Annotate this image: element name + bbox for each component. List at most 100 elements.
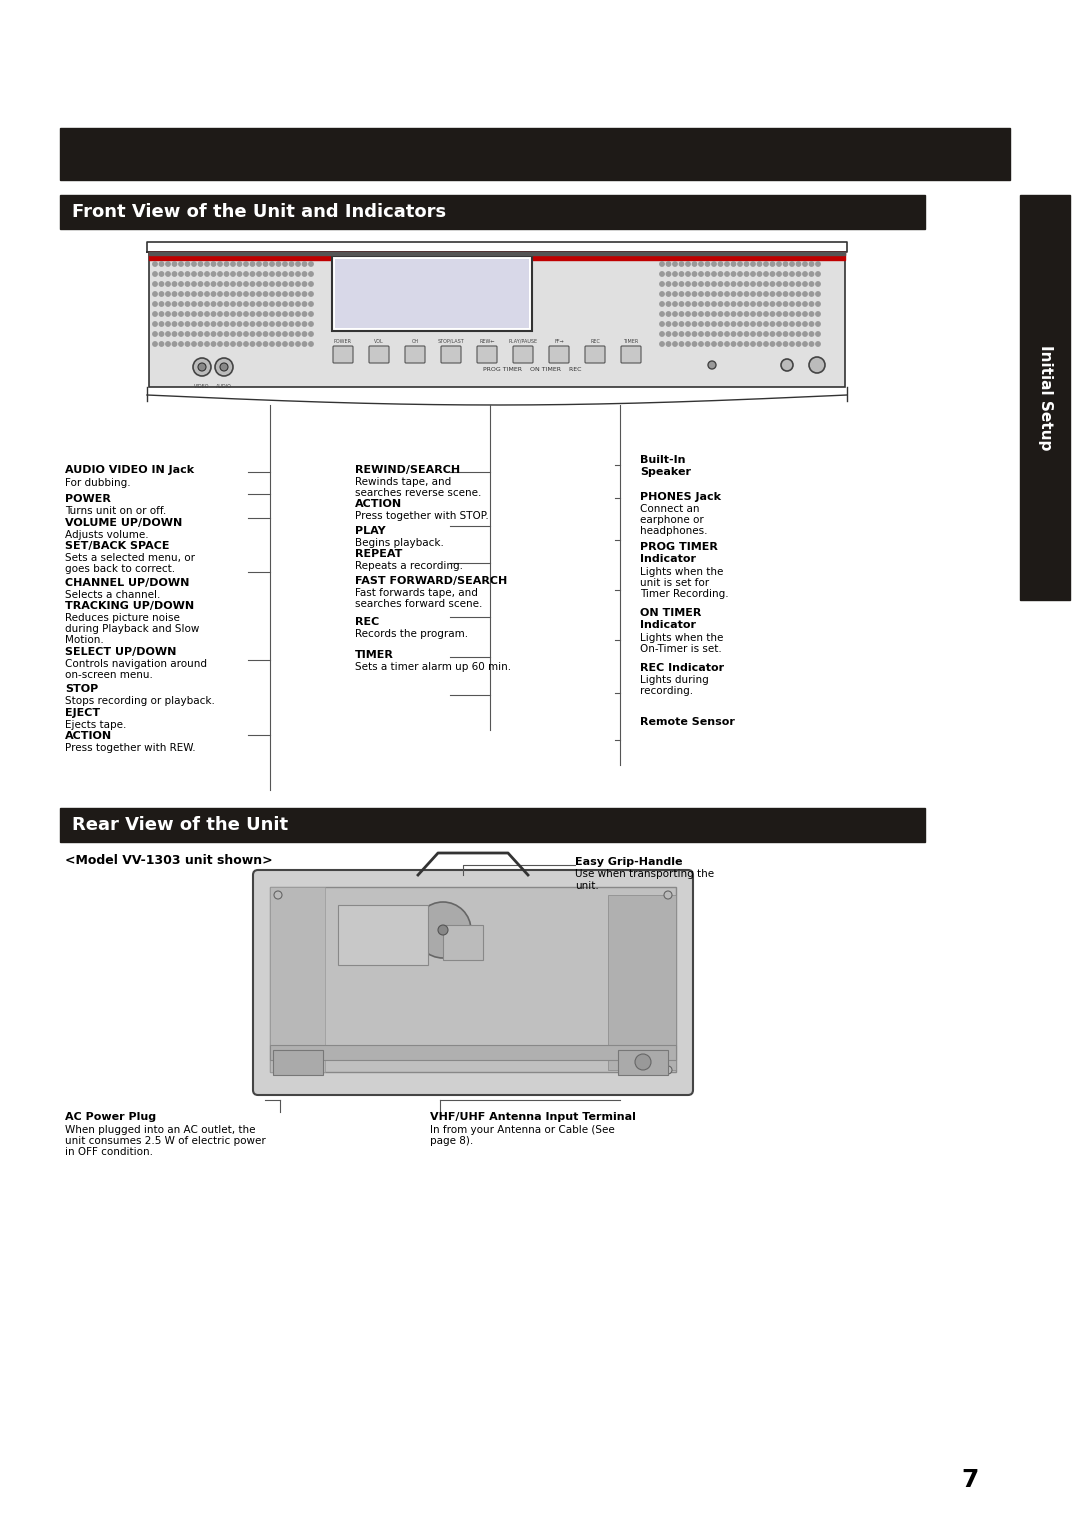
Text: VOL: VOL — [374, 339, 383, 344]
Circle shape — [738, 322, 742, 325]
Circle shape — [302, 261, 307, 266]
Circle shape — [699, 322, 703, 325]
Circle shape — [225, 332, 229, 336]
Circle shape — [238, 281, 242, 286]
Circle shape — [276, 292, 281, 296]
Circle shape — [296, 281, 300, 286]
Circle shape — [264, 332, 268, 336]
Text: Stops recording or playback.: Stops recording or playback. — [65, 695, 215, 706]
Text: TRACKING UP/DOWN: TRACKING UP/DOWN — [65, 601, 194, 611]
Text: Reduces picture noise: Reduces picture noise — [65, 613, 180, 623]
Circle shape — [296, 312, 300, 316]
Circle shape — [802, 322, 807, 325]
Circle shape — [264, 261, 268, 266]
Circle shape — [770, 342, 774, 347]
Circle shape — [192, 312, 197, 316]
Circle shape — [270, 342, 274, 347]
Circle shape — [238, 272, 242, 277]
Text: Selects a channel.: Selects a channel. — [65, 590, 160, 601]
Text: PLAY/PAUSE: PLAY/PAUSE — [509, 339, 538, 344]
Text: EJECT: EJECT — [65, 707, 100, 718]
Text: REC: REC — [355, 617, 379, 626]
Circle shape — [757, 272, 761, 277]
Circle shape — [198, 364, 206, 371]
Circle shape — [415, 902, 471, 958]
Text: VOLUME UP/DOWN: VOLUME UP/DOWN — [65, 518, 183, 529]
Text: SET/BACK SPACE: SET/BACK SPACE — [65, 541, 170, 552]
Circle shape — [679, 322, 684, 325]
Circle shape — [218, 303, 222, 306]
Circle shape — [673, 281, 677, 286]
Circle shape — [218, 322, 222, 325]
Text: Remote Sensor: Remote Sensor — [640, 717, 734, 727]
Circle shape — [166, 322, 171, 325]
Circle shape — [666, 272, 671, 277]
Circle shape — [173, 281, 177, 286]
Circle shape — [712, 312, 716, 316]
Circle shape — [186, 303, 190, 306]
Circle shape — [192, 332, 197, 336]
Circle shape — [276, 272, 281, 277]
Circle shape — [438, 924, 448, 935]
Circle shape — [660, 322, 664, 325]
Circle shape — [225, 281, 229, 286]
Circle shape — [789, 342, 794, 347]
Circle shape — [152, 303, 158, 306]
Text: REC Indicator: REC Indicator — [640, 663, 724, 672]
Circle shape — [212, 312, 216, 316]
Circle shape — [686, 342, 690, 347]
Text: PROG TIMER    ON TIMER    REC: PROG TIMER ON TIMER REC — [483, 367, 581, 371]
Circle shape — [725, 322, 729, 325]
Circle shape — [725, 261, 729, 266]
Circle shape — [244, 322, 248, 325]
Circle shape — [218, 261, 222, 266]
Circle shape — [309, 281, 313, 286]
Text: during Playback and Slow: during Playback and Slow — [65, 623, 200, 634]
Circle shape — [186, 332, 190, 336]
Circle shape — [309, 342, 313, 347]
Circle shape — [679, 261, 684, 266]
Circle shape — [705, 322, 710, 325]
Circle shape — [218, 312, 222, 316]
Circle shape — [152, 322, 158, 325]
Text: Easy Grip-Handle: Easy Grip-Handle — [575, 857, 683, 866]
Text: AUDIO: AUDIO — [216, 384, 232, 390]
Circle shape — [152, 261, 158, 266]
Text: ACTION: ACTION — [355, 500, 402, 509]
Circle shape — [283, 342, 287, 347]
Circle shape — [809, 332, 813, 336]
Circle shape — [179, 292, 184, 296]
Circle shape — [199, 332, 203, 336]
Circle shape — [757, 332, 761, 336]
Circle shape — [173, 322, 177, 325]
Circle shape — [166, 292, 171, 296]
Circle shape — [815, 303, 820, 306]
Circle shape — [744, 292, 748, 296]
Circle shape — [738, 332, 742, 336]
Circle shape — [666, 261, 671, 266]
Circle shape — [783, 261, 787, 266]
Circle shape — [725, 342, 729, 347]
Circle shape — [705, 292, 710, 296]
Circle shape — [686, 272, 690, 277]
Circle shape — [309, 322, 313, 325]
Circle shape — [205, 332, 210, 336]
Circle shape — [251, 261, 255, 266]
Circle shape — [173, 261, 177, 266]
Circle shape — [699, 342, 703, 347]
Circle shape — [686, 261, 690, 266]
Circle shape — [666, 322, 671, 325]
Circle shape — [302, 303, 307, 306]
Circle shape — [802, 303, 807, 306]
Bar — [149, 252, 845, 255]
Circle shape — [718, 261, 723, 266]
Circle shape — [777, 312, 781, 316]
Text: Motion.: Motion. — [65, 636, 104, 645]
Circle shape — [815, 272, 820, 277]
Circle shape — [186, 281, 190, 286]
Circle shape — [731, 261, 735, 266]
Circle shape — [212, 261, 216, 266]
Circle shape — [770, 312, 774, 316]
Circle shape — [744, 332, 748, 336]
Text: Lights when the: Lights when the — [640, 633, 724, 643]
